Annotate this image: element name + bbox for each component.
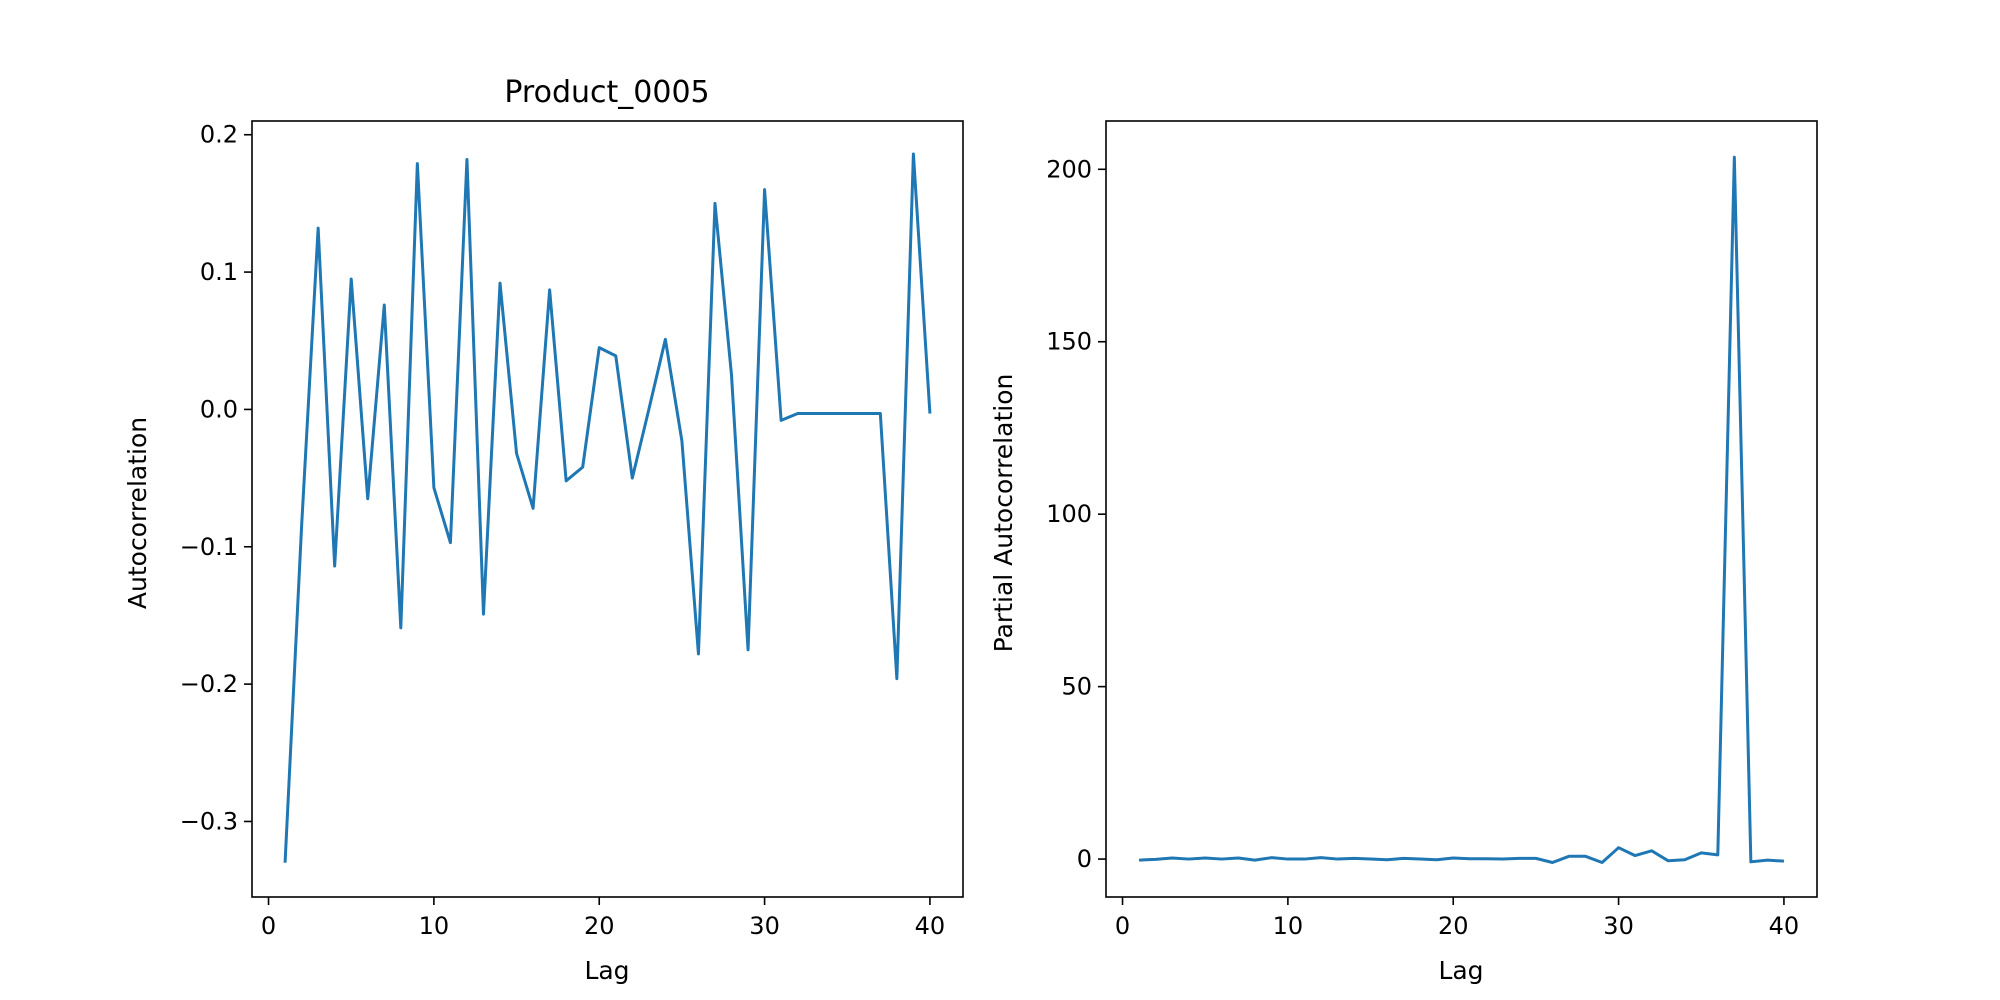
acf-y-tick-label: 0.1 xyxy=(200,258,238,286)
pacf-series-line xyxy=(1139,155,1785,865)
pacf-x-tick-label: 40 xyxy=(1769,912,1800,940)
pacf-x-tick-label: 10 xyxy=(1273,912,1304,940)
acf-axes-frame xyxy=(251,120,964,898)
pacf-x-tick-label: 20 xyxy=(1438,912,1469,940)
acf-chart-title: Product_0005 xyxy=(504,75,709,110)
acf-x-tick-label: 0 xyxy=(261,912,276,940)
acf-y-tick-label: −0.2 xyxy=(180,670,238,698)
acf-y-tick-label: 0.2 xyxy=(200,121,238,149)
acf-y-tick-label: 0.0 xyxy=(200,395,238,423)
acf-panel: Product_0005 Lag Autocorrelation 0 10 20 30… xyxy=(123,75,964,985)
pacf-y-tick-label: 0 xyxy=(1077,845,1092,873)
acf-y-tick-label: −0.1 xyxy=(180,533,238,561)
pacf-y-axis-label: Partial Autocorrelation xyxy=(989,374,1018,653)
pacf-panel: Lag Partial Autocorrelation 0 10 20 30 40 0 50… xyxy=(989,120,1818,985)
pacf-y-tick-label: 50 xyxy=(1061,673,1092,701)
acf-x-axis-label: Lag xyxy=(584,956,629,985)
acf-x-tick-label: 30 xyxy=(749,912,780,940)
acf-x-tick-label: 10 xyxy=(419,912,450,940)
pacf-y-tick-label: 100 xyxy=(1046,500,1092,528)
pacf-y-tick-label: 200 xyxy=(1046,155,1092,183)
pacf-y-tick-label: 150 xyxy=(1046,328,1092,356)
acf-y-axis-label: Autocorrelation xyxy=(123,417,152,609)
acf-x-tick-label: 40 xyxy=(915,912,946,940)
acf-y-tick-label: −0.3 xyxy=(180,807,238,835)
pacf-x-tick-label: 30 xyxy=(1603,912,1634,940)
pacf-x-tick-label: 0 xyxy=(1115,912,1130,940)
acf-x-tick-label: 20 xyxy=(584,912,615,940)
pacf-x-axis-label: Lag xyxy=(1438,956,1483,985)
pacf-axes-frame xyxy=(1105,120,1818,898)
acf-series-line xyxy=(283,152,932,863)
